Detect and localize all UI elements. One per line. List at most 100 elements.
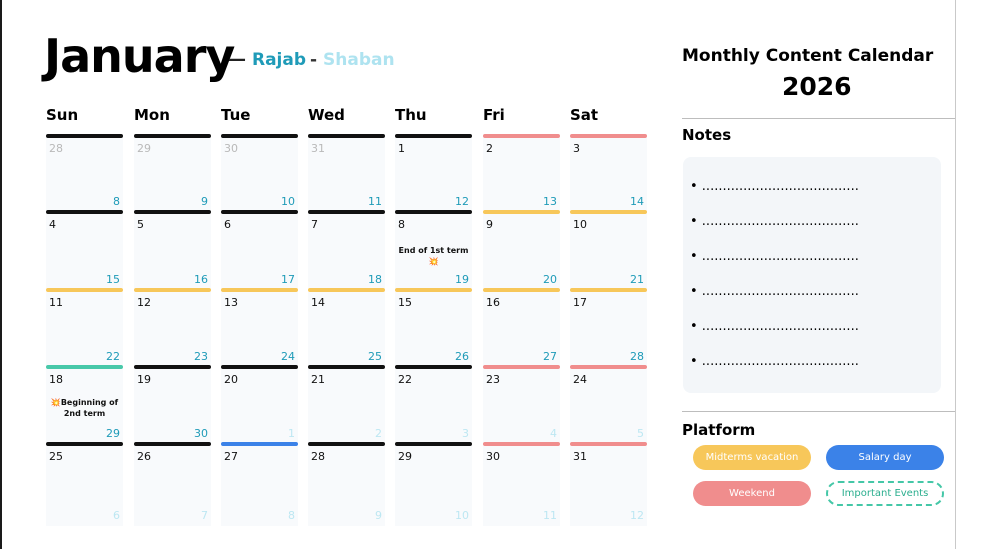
day-cell[interactable] [395,292,472,365]
sheet-year: 2026 [782,72,852,101]
note-line[interactable]: • ...................................... [690,284,859,299]
day-bar-black [46,210,123,214]
frame-left-border [0,0,2,549]
gregorian-day-number: 28 [49,142,63,155]
note-line[interactable]: • ...................................... [690,354,859,369]
day-cell[interactable] [395,369,472,442]
hijri-day-number: 26 [455,350,469,363]
legend-important-events: Important Events [826,481,944,506]
event-label: End of 1st term💥 [398,246,469,266]
day-cell[interactable] [483,214,560,288]
day-cell[interactable] [483,446,560,526]
day-cell[interactable] [308,138,385,210]
day-bar-black [308,210,385,214]
hijri-day-number: 10 [455,509,469,522]
note-line[interactable]: • ...................................... [690,319,859,334]
weekday-sat: Sat [570,106,599,124]
gregorian-day-number: 25 [49,450,63,463]
day-cell[interactable] [308,446,385,526]
day-cell[interactable] [46,214,123,288]
day-cell[interactable] [134,446,211,526]
day-cell[interactable] [46,446,123,526]
weekday-thu: Thu [395,106,427,124]
day-cell[interactable] [483,138,560,210]
hijri-day-number: 15 [106,273,120,286]
gregorian-day-number: 10 [573,218,587,231]
day-cell[interactable] [395,214,472,288]
gregorian-day-number: 8 [398,218,405,231]
day-cell[interactable] [221,292,298,365]
day-bar-black [395,442,472,446]
gregorian-day-number: 23 [486,373,500,386]
day-bar-black [46,134,123,138]
note-line[interactable]: • ...................................... [690,179,859,194]
day-cell[interactable] [395,138,472,210]
hijri-day-number: 9 [201,195,208,208]
day-cell[interactable] [570,446,647,526]
day-bar-black [395,210,472,214]
day-cell[interactable] [46,138,123,210]
note-line[interactable]: • ...................................... [690,214,859,229]
day-cell[interactable] [221,214,298,288]
frame-right-border [955,0,956,549]
hijri-day-number: 28 [630,350,644,363]
day-bar-black [308,442,385,446]
hijri-day-number: 25 [368,350,382,363]
day-cell[interactable] [134,292,211,365]
day-bar-black [308,365,385,369]
day-cell[interactable] [46,292,123,365]
title-dash: — [228,49,246,70]
event-label: 💥Beginning of 2nd term [50,398,119,418]
hijri-day-number: 30 [194,427,208,440]
notes-box[interactable] [683,157,941,393]
day-cell[interactable] [308,214,385,288]
day-cell[interactable] [570,138,647,210]
hijri-day-number: 21 [630,273,644,286]
hijri-month-2: Shaban [323,50,395,70]
day-cell[interactable] [308,292,385,365]
hijri-day-number: 8 [288,509,295,522]
day-bar-pink [570,365,647,369]
day-bar-black [221,365,298,369]
gregorian-day-number: 4 [49,218,56,231]
day-cell[interactable] [221,446,298,526]
platform-title: Platform [682,421,756,439]
day-cell[interactable] [483,292,560,365]
day-cell[interactable] [134,138,211,210]
day-bar-pink [483,442,560,446]
hijri-day-number: 9 [375,509,382,522]
gregorian-day-number: 24 [573,373,587,386]
hijri-month-1: Rajab [252,50,307,70]
weekday-sun: Sun [46,106,79,124]
day-cell[interactable] [570,369,647,442]
hijri-day-number: 27 [543,350,557,363]
gregorian-day-number: 15 [398,296,412,309]
day-bar-blue [221,442,298,446]
hijri-day-number: 20 [543,273,557,286]
gregorian-day-number: 21 [311,373,325,386]
day-cell[interactable] [570,214,647,288]
day-bar-black [134,365,211,369]
day-cell[interactable] [221,138,298,210]
hijri-day-number: 22 [106,350,120,363]
day-cell[interactable] [308,369,385,442]
gregorian-day-number: 16 [486,296,500,309]
day-bar-pink [483,365,560,369]
day-cell[interactable] [395,446,472,526]
gregorian-day-number: 19 [137,373,151,386]
hijri-day-number: 19 [455,273,469,286]
hijri-day-number: 1 [288,427,295,440]
gregorian-day-number: 13 [224,296,238,309]
day-cell[interactable] [483,369,560,442]
gregorian-day-number: 29 [137,142,151,155]
note-line[interactable]: • ...................................... [690,249,859,264]
hijri-day-number: 18 [368,273,382,286]
day-cell[interactable] [570,292,647,365]
divider-top [682,118,955,119]
day-cell[interactable] [134,214,211,288]
day-cell[interactable] [134,369,211,442]
day-cell[interactable] [221,369,298,442]
day-cell[interactable] [46,369,123,442]
day-bar-yellow [221,288,298,292]
day-bar-black [221,210,298,214]
